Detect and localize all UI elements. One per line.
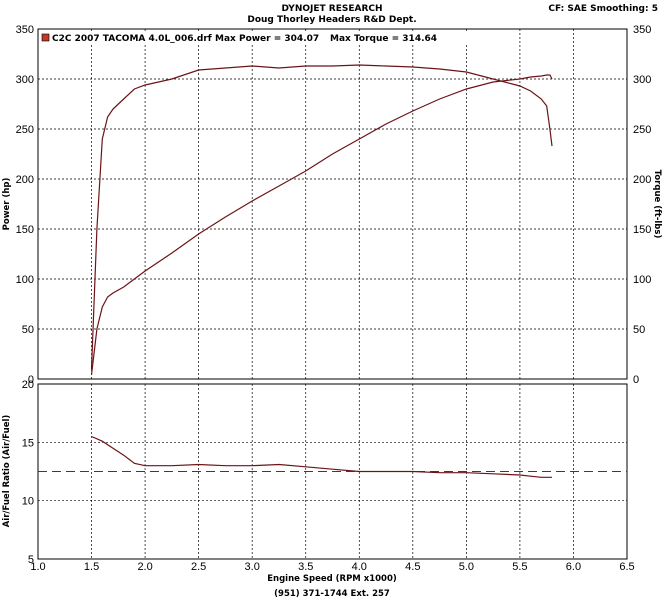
legend-max-power: Max Power = 304.07 [215,34,319,44]
torque-curve [90,64,553,370]
power-tick-label: 0 [28,374,34,386]
power-tick-label: 350 [16,24,34,36]
rpm-tick-label: 1.5 [84,561,99,573]
rpm-tick-label: 2.0 [137,561,152,573]
power-axis-label: Power (hp) [2,178,12,231]
legend-swatch [41,33,50,42]
torque-tick-label: 50 [633,324,645,336]
rpm-tick-label: 6.0 [566,561,581,573]
afr-tick-label: 5 [28,554,34,566]
torque-tick-label: 300 [633,74,651,86]
rpm-tick-label: 3.0 [245,561,260,573]
torque-tick-label: 250 [633,124,651,136]
afr-tick-label: 15 [22,437,34,449]
torque-tick-label: 0 [633,374,639,386]
rpm-tick-label: 5.0 [459,561,474,573]
rpm-tick-label: 3.5 [298,561,313,573]
torque-tick-label: 100 [633,274,651,286]
legend-max-torque: Max Torque = 314.64 [330,34,437,44]
power-torque-grid [38,29,627,379]
rpm-axis-ticks: 1.0 1.5 2.0 2.5 3.0 3.5 4.0 4.5 5.0 5.5 6.0 6.5 [30,561,634,573]
rpm-tick-label: 5.5 [512,561,527,573]
rpm-tick-label: 6.5 [619,561,634,573]
afr-grid [38,384,627,559]
torque-axis-label: Torque (ft-lbs) [652,170,662,239]
header-title: DYNOJET RESEARCH [281,4,382,14]
rpm-axis-label: Engine Speed (RPM x1000) [267,574,397,584]
header-settings: CF: SAE Smoothing: 5 [548,4,658,14]
legend: C2C 2007 TACOMA 4.0L_006.drf Max Power =… [40,31,480,45]
afr-tick-label: 10 [22,496,34,508]
power-tick-label: 250 [16,124,34,136]
torque-tick-label: 150 [633,224,651,236]
power-tick-label: 50 [22,324,34,336]
rpm-tick-label: 1.0 [30,561,45,573]
legend-run-name: C2C 2007 TACOMA 4.0L_006.drf [52,34,212,44]
series-layer [38,64,627,478]
power-axis-ticks: 0 50 100 150 200 250 300 350 [16,24,34,386]
header-subtitle: Doug Thorley Headers R&D Dept. [247,15,416,25]
torque-axis-ticks: 0 50 100 150 200 250 300 350 [633,24,651,386]
rpm-tick-label: 4.5 [405,561,420,573]
power-torque-plot-frame [37,28,628,380]
rpm-tick-label: 4.0 [352,561,367,573]
power-tick-label: 150 [16,224,34,236]
footer-phone: (951) 371-1744 Ext. 257 [274,589,390,599]
afr-tick-label: 20 [22,379,34,391]
power-tick-label: 300 [16,74,34,86]
afr-curve [91,435,552,478]
rpm-tick-label: 2.5 [191,561,206,573]
torque-tick-label: 350 [633,24,651,36]
afr-axis-ticks: 5 10 15 20 [22,379,34,566]
afr-axis-label: Air/Fuel Ratio (Air/Fuel) [2,415,12,528]
legend-background [40,31,480,45]
torque-tick-label: 200 [633,174,651,186]
power-curve [90,74,553,376]
power-tick-label: 100 [16,274,34,286]
power-tick-label: 200 [16,174,34,186]
